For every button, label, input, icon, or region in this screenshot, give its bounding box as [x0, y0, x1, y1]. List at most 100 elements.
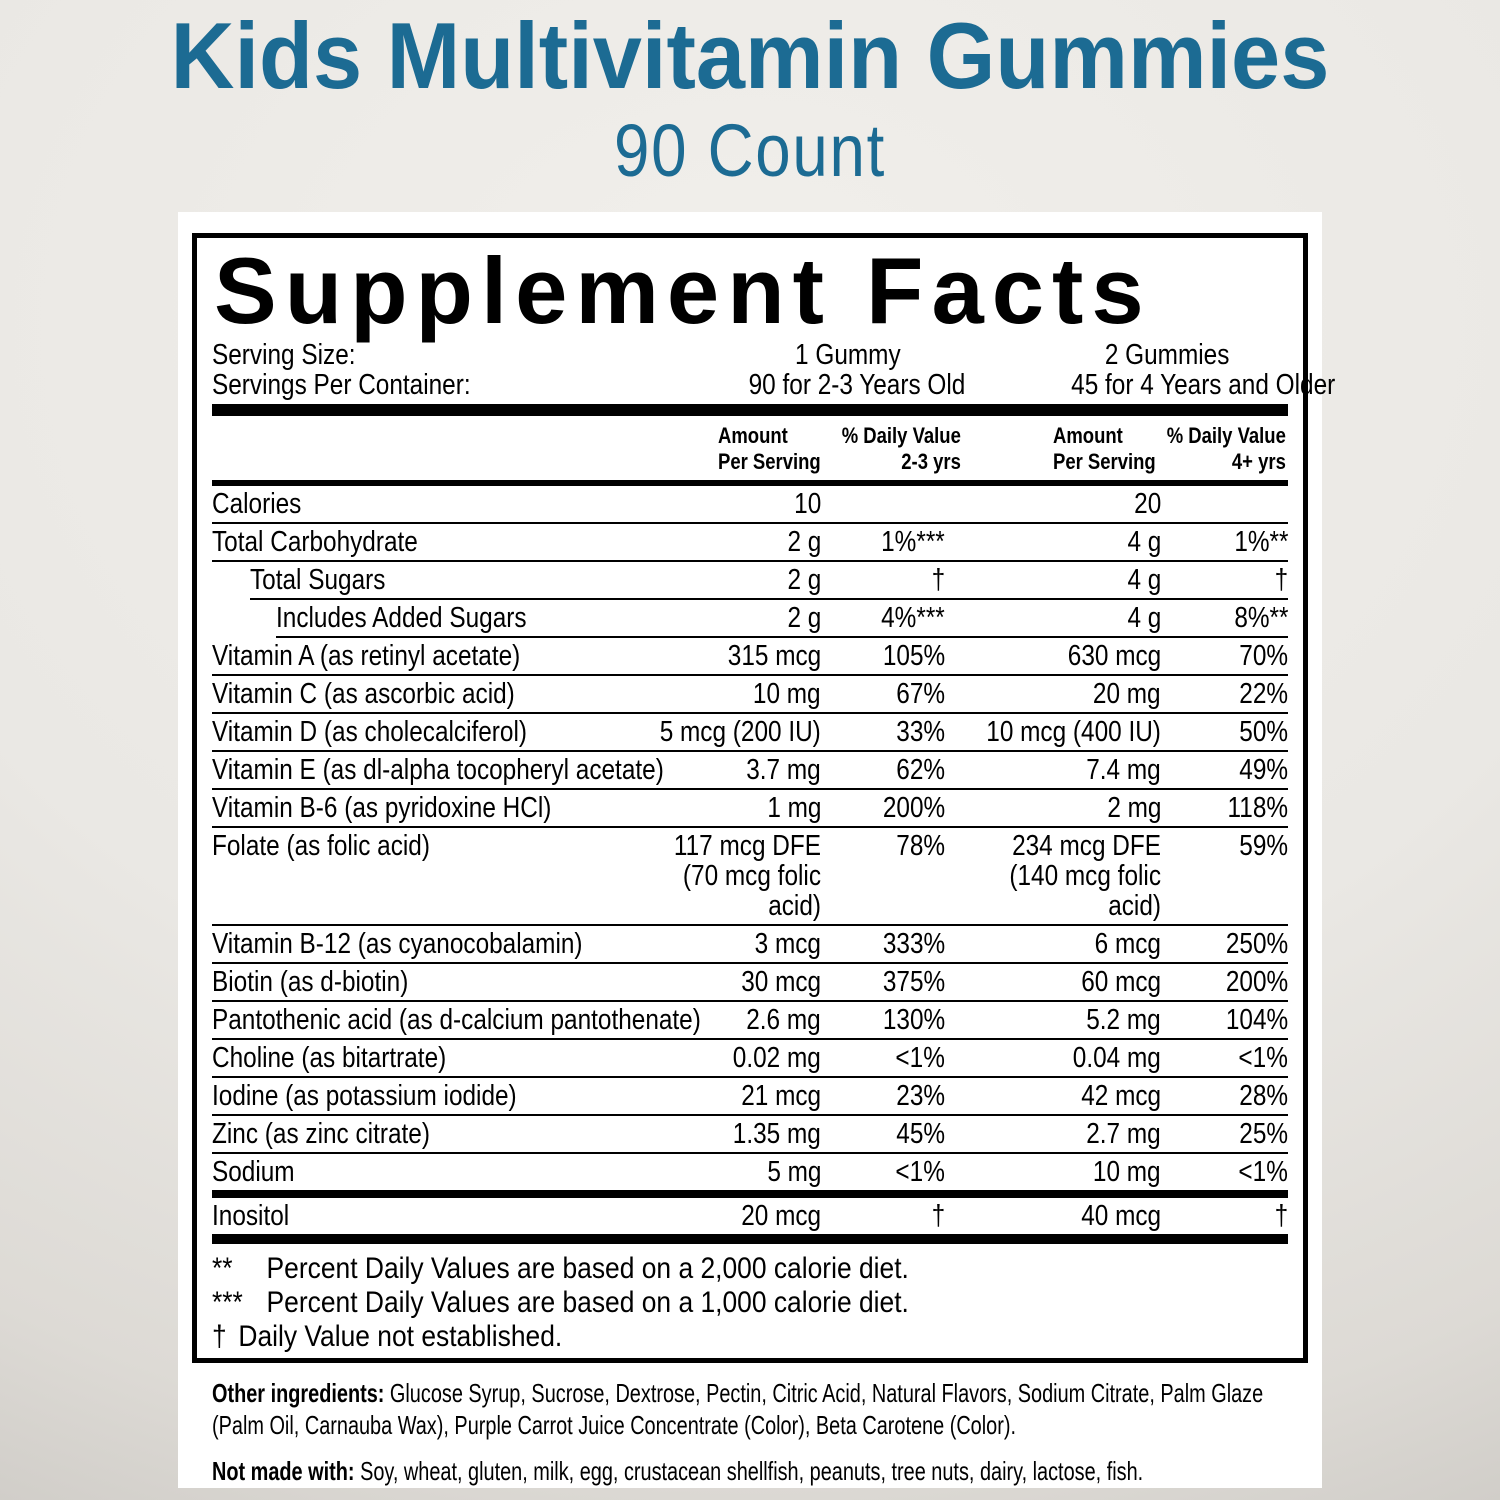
nutrient-row: Vitamin C (as ascorbic acid) 10 mg 67% 20 m… — [212, 676, 1288, 712]
amount-per-serving-2: 20 — [1133, 488, 1161, 520]
page-header: Kids Multivitamin Gummies 90 Count — [0, 4, 1500, 192]
row-divider — [212, 962, 1288, 964]
label-panel: Supplement Facts Serving Size: 1 Gummy 2… — [178, 212, 1335, 1488]
row-divider — [212, 1076, 1288, 1078]
footnote-dv-not-established: † Daily Value not established. — [212, 1320, 1288, 1354]
row-divider — [212, 1152, 1288, 1154]
amount-per-serving-2: 7.4 mg — [1086, 754, 1161, 786]
nutrient-name: Vitamin D (as cholecalciferol) — [212, 716, 527, 748]
row-divider — [212, 1038, 1288, 1040]
thick-divider-top — [212, 404, 1288, 416]
row-divider — [212, 826, 1288, 828]
column-headers: Amount Per Serving % Daily Value 2-3 yrs… — [212, 416, 1288, 480]
header-divider — [212, 480, 1288, 486]
row-divider — [212, 1000, 1288, 1002]
daily-value-1: 4%*** — [881, 602, 945, 634]
daily-value-2: 8%** — [1233, 602, 1288, 634]
daily-value-1: 333% — [882, 928, 945, 960]
amount-header-line2: Per Serving — [718, 449, 821, 474]
nutrient-row: Vitamin A (as retinyl acetate) 315 mcg 105… — [212, 638, 1288, 674]
row-divider — [212, 788, 1288, 790]
daily-value-header-age2: 4+ yrs — [1232, 449, 1286, 474]
nutrient-name: Choline (as bitartrate) — [212, 1042, 447, 1074]
amount-per-serving-1: 30 mcg — [741, 966, 821, 998]
row-divider — [212, 1234, 1288, 1244]
serving-size-label-cell: Serving Size: — [212, 340, 728, 370]
row-divider — [212, 522, 1288, 524]
amount-per-serving-1: 21 mcg — [741, 1080, 821, 1112]
serving-size-label: Serving Size: — [212, 339, 356, 371]
footnote-marker: ** — [212, 1252, 233, 1285]
daily-value-1: 62% — [896, 754, 945, 786]
daily-value-2: † — [1274, 1200, 1288, 1232]
amount-per-serving-1: 5 mcg (200 IU) — [659, 716, 821, 748]
nutrient-row: Calories 10 20 — [212, 486, 1288, 522]
other-ingredients-label: Other ingredients: — [212, 1378, 390, 1408]
amount-per-serving-2: 4 g — [1127, 602, 1161, 634]
daily-value-1: 33% — [896, 716, 945, 748]
daily-value-1: † — [931, 564, 945, 596]
amount-per-serving-2: 42 mcg — [1081, 1080, 1161, 1112]
nutrient-row: Sodium 5 mg <1% 10 mg <1% — [212, 1154, 1288, 1190]
row-divider — [212, 560, 1288, 562]
daily-value-2: 200% — [1225, 966, 1288, 998]
daily-value-1 — [821, 489, 945, 519]
serving-size-row: Serving Size: 1 Gummy 2 Gummies — [212, 340, 1288, 370]
amount-per-serving-1: 3 mcg — [754, 928, 821, 960]
nutrient-name: Total Sugars — [250, 564, 386, 596]
row-divider — [212, 674, 1288, 676]
nutrient-name: Vitamin B-12 (as cyanocobalamin) — [212, 928, 583, 960]
amount-per-serving-1: 2 g — [787, 526, 821, 558]
nutrient-name: Calories — [212, 488, 302, 520]
nutrient-name: Inositol — [212, 1200, 290, 1232]
daily-value-1: 130% — [882, 1004, 945, 1036]
daily-value-1: 45% — [896, 1118, 945, 1150]
amount-per-serving-2: 2 mg — [1106, 792, 1161, 824]
daily-value-1: 67% — [896, 678, 945, 710]
serving-size-value-1: 1 Gummy — [795, 339, 901, 371]
daily-value-1: † — [931, 1200, 945, 1232]
amount-per-serving-2: 10 mg — [1093, 1156, 1161, 1188]
amount-per-serving-2: 60 mcg — [1081, 966, 1161, 998]
daily-value-2: <1% — [1238, 1042, 1288, 1074]
daily-value-header-2: % Daily Value 4+ yrs — [1167, 423, 1286, 475]
not-made-with-label: Not made with: — [212, 1456, 361, 1486]
footnote-marker: † — [212, 1320, 227, 1353]
supplement-facts-box: Supplement Facts Serving Size: 1 Gummy 2… — [192, 233, 1335, 1363]
footnote-text: Percent Daily Values are based on a 2,00… — [266, 1252, 909, 1285]
nutrient-name: Vitamin E (as dl-alpha tocopheryl acetat… — [212, 754, 664, 786]
nutrient-row: Vitamin E (as dl-alpha tocopheryl acetat… — [212, 752, 1288, 788]
amount-per-serving-1: 5 mg — [766, 1156, 821, 1188]
nutrient-name: Includes Added Sugars — [276, 602, 527, 634]
daily-value-2: 250% — [1225, 928, 1288, 960]
nutrient-row: Pantothenic acid (as d-calcium pantothen… — [212, 1002, 1288, 1038]
servings-per-container-row: Servings Per Container: 90 for 2-3 Years… — [212, 370, 1335, 400]
footnote-text: Daily Value not established. — [238, 1320, 563, 1353]
daily-value-2: 25% — [1239, 1118, 1288, 1150]
serving-size-col2: 2 Gummies — [1046, 340, 1288, 370]
amount-per-serving-1: 117 mcg DFE (70 mcg folic acid) — [673, 830, 821, 922]
other-ingredients: Other ingredients: Glucose Syrup, Sucros… — [212, 1377, 1308, 1441]
nutrient-name: Iodine (as potassium iodide) — [212, 1080, 517, 1112]
amount-per-serving-1: 315 mcg — [727, 640, 821, 672]
nutrient-row: Folate (as folic acid) 117 mcg DFE (70 mc… — [212, 828, 1288, 924]
daily-value-2: 104% — [1225, 1004, 1288, 1036]
row-divider — [212, 924, 1288, 926]
row-divider — [212, 1114, 1288, 1116]
amount-per-serving-2: 2.7 mg — [1086, 1118, 1161, 1150]
daily-value-2: 49% — [1239, 754, 1288, 786]
amount-per-serving-2: 0.04 mg — [1072, 1042, 1161, 1074]
nutrient-row: Vitamin B-12 (as cyanocobalamin) 3 mcg 333… — [212, 926, 1288, 962]
daily-value-header-line1: % Daily Value — [1166, 423, 1286, 448]
daily-value-1: 375% — [882, 966, 945, 998]
amount-per-serving-2: 6 mcg — [1094, 928, 1161, 960]
amount-header-line1: Amount — [718, 423, 788, 448]
footnote-marker: *** — [212, 1286, 243, 1319]
nutrient-name: Vitamin C (as ascorbic acid) — [212, 678, 515, 710]
nutrient-name: Sodium — [212, 1156, 295, 1188]
serving-size-col1: 1 Gummy — [728, 340, 968, 370]
nutrient-row: Vitamin D (as cholecalciferol) 5 mcg (200… — [212, 714, 1288, 750]
nutrient-row: Total Sugars 2 g † 4 g † — [212, 562, 1288, 598]
page-subtitle: 90 Count — [613, 109, 887, 192]
amount-per-serving-1: 1.35 mg — [732, 1118, 821, 1150]
